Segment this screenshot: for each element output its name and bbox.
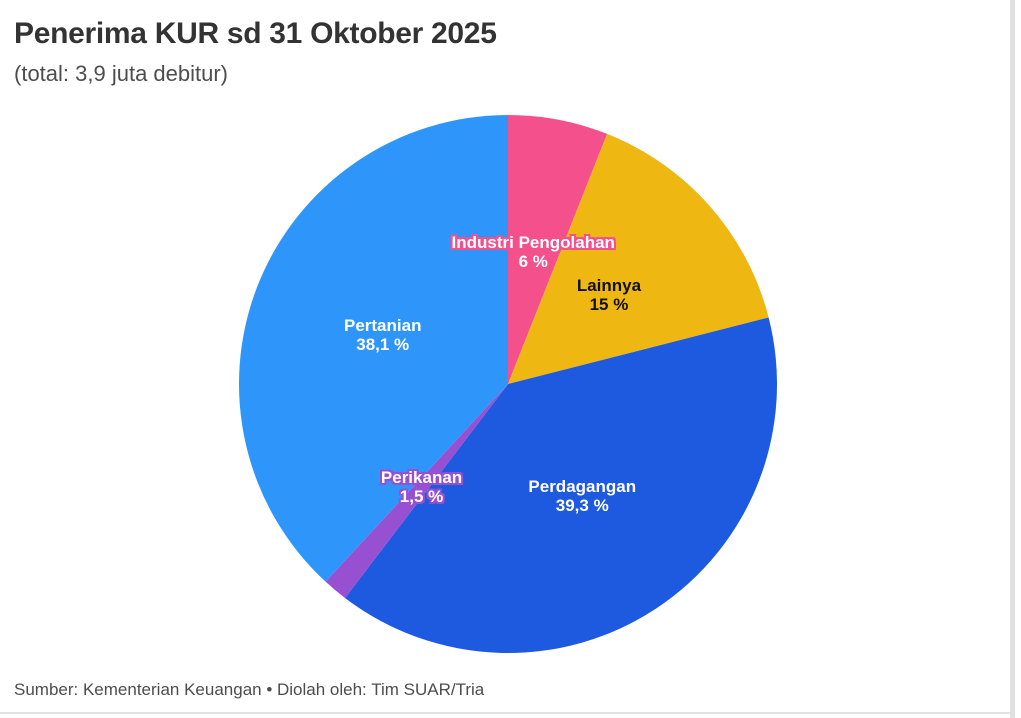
pie-slice-perdagangan xyxy=(344,317,777,653)
page-subtitle: (total: 3,9 juta debitur) xyxy=(14,61,229,86)
pie-slice-industri-pengolahan xyxy=(508,115,608,384)
pie-slice-lainnya xyxy=(508,133,769,384)
page-title: Penerima KUR sd 31 Oktober 2025 xyxy=(14,17,497,50)
page-bottom-border xyxy=(0,712,1010,714)
page-right-border xyxy=(1010,0,1015,718)
source-note: Sumber: Kementerian Keuangan • Diolah ol… xyxy=(14,680,485,699)
pie-slice-perikanan xyxy=(325,384,508,598)
pie-slice-pertanian xyxy=(239,115,508,582)
chart-footer: Sumber: Kementerian Keuangan • Diolah ol… xyxy=(14,680,484,700)
